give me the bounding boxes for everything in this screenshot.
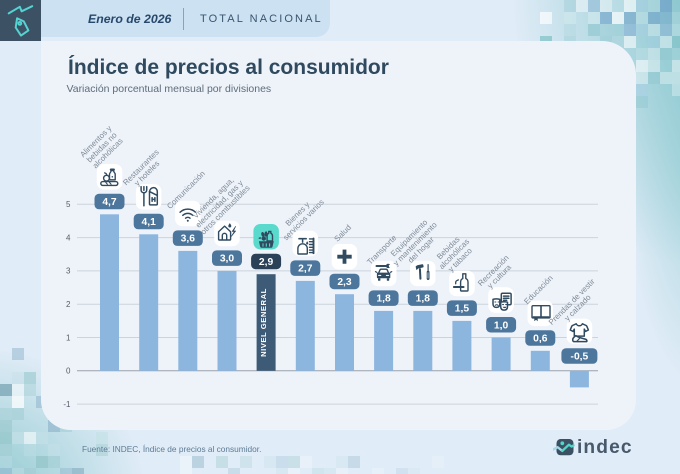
svg-text:0,6: 0,6 [533, 334, 548, 345]
svg-text:5: 5 [66, 200, 71, 209]
svg-text:1,8: 1,8 [416, 294, 431, 305]
svg-text:Salud: Salud [332, 223, 353, 244]
svg-text:3,0: 3,0 [220, 254, 235, 265]
svg-text:1,5: 1,5 [455, 304, 470, 315]
svg-text:3,6: 3,6 [181, 234, 196, 245]
svg-text:2,7: 2,7 [298, 264, 313, 275]
svg-text:4: 4 [66, 233, 71, 242]
svg-text:-0,5: -0,5 [571, 352, 589, 363]
svg-text:NIVEL GENERAL: NIVEL GENERAL [259, 288, 268, 357]
svg-text:-1: -1 [63, 400, 71, 409]
svg-text:4,1: 4,1 [142, 217, 157, 228]
svg-text:Alimentos ybebidas noalcohólic: Alimentos ybebidas noalcohólicas [78, 124, 125, 171]
svg-text:0: 0 [66, 367, 71, 376]
svg-text:1: 1 [66, 333, 71, 342]
svg-text:2: 2 [66, 300, 71, 309]
svg-text:1,8: 1,8 [376, 294, 391, 305]
svg-text:2,9: 2,9 [259, 257, 274, 268]
svg-text:2,3: 2,3 [337, 277, 352, 288]
svg-text:1,0: 1,0 [494, 320, 509, 331]
svg-text:3: 3 [66, 267, 71, 276]
svg-text:4,7: 4,7 [102, 197, 117, 208]
